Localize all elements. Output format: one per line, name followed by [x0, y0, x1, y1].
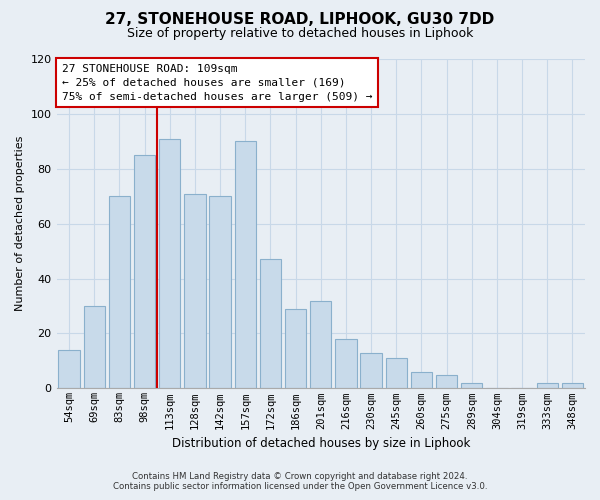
- Bar: [361, 352, 382, 388]
- Bar: [411, 372, 432, 388]
- Bar: [536, 383, 558, 388]
- Bar: [184, 194, 206, 388]
- X-axis label: Distribution of detached houses by size in Liphook: Distribution of detached houses by size …: [172, 437, 470, 450]
- Text: 27, STONEHOUSE ROAD, LIPHOOK, GU30 7DD: 27, STONEHOUSE ROAD, LIPHOOK, GU30 7DD: [106, 12, 494, 28]
- Text: 27 STONEHOUSE ROAD: 109sqm
← 25% of detached houses are smaller (169)
75% of sem: 27 STONEHOUSE ROAD: 109sqm ← 25% of deta…: [62, 64, 373, 102]
- Text: Size of property relative to detached houses in Liphook: Size of property relative to detached ho…: [127, 28, 473, 40]
- Bar: [461, 383, 482, 388]
- Bar: [335, 339, 356, 388]
- Bar: [235, 142, 256, 388]
- Y-axis label: Number of detached properties: Number of detached properties: [15, 136, 25, 312]
- Bar: [285, 309, 307, 388]
- Bar: [386, 358, 407, 388]
- Bar: [159, 138, 181, 388]
- Bar: [209, 196, 231, 388]
- Bar: [83, 306, 105, 388]
- Bar: [58, 350, 80, 389]
- Bar: [562, 383, 583, 388]
- Bar: [134, 155, 155, 388]
- Text: Contains HM Land Registry data © Crown copyright and database right 2024.
Contai: Contains HM Land Registry data © Crown c…: [113, 472, 487, 491]
- Bar: [310, 300, 331, 388]
- Bar: [109, 196, 130, 388]
- Bar: [436, 374, 457, 388]
- Bar: [260, 260, 281, 388]
